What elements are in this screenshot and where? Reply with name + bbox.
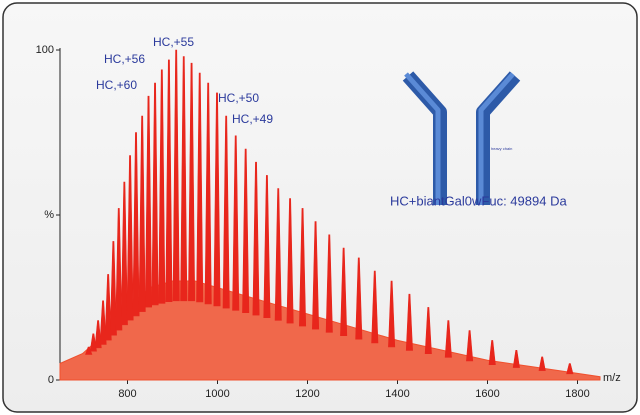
annotation: HC+biantGal0wFuc: 49894 Da xyxy=(390,193,567,208)
peak xyxy=(138,115,146,312)
peak xyxy=(165,59,173,302)
peak xyxy=(405,293,413,351)
peak xyxy=(120,181,128,326)
y-tick-label: % xyxy=(44,209,54,221)
plot-area: 0% 100 800 1000 1200 1400 1600 1800 xyxy=(36,44,601,400)
annotation: HC,+60 xyxy=(96,78,137,92)
peak xyxy=(158,69,166,304)
peak xyxy=(196,72,204,303)
peak xyxy=(355,257,363,340)
peak xyxy=(242,148,250,313)
peak xyxy=(538,356,546,371)
peak xyxy=(99,300,107,345)
y-tick-label: 100 xyxy=(36,44,54,56)
peak xyxy=(488,340,496,366)
x-tick-label: 1400 xyxy=(385,388,409,400)
peak xyxy=(444,320,452,358)
peak xyxy=(213,92,221,307)
annotation: HC,+49 xyxy=(232,112,273,126)
peak xyxy=(371,270,379,344)
antibody-icon xyxy=(402,71,521,205)
peak xyxy=(466,330,474,362)
peak xyxy=(566,363,574,375)
peak xyxy=(115,208,123,331)
peak xyxy=(151,82,159,306)
y-tick-label: 0 xyxy=(48,374,54,386)
annotation: HC,+50 xyxy=(218,91,259,105)
annotation: heavy chain xyxy=(491,146,512,151)
peak xyxy=(340,247,348,336)
x-axis-label: m/z xyxy=(603,372,621,384)
peak xyxy=(104,274,112,341)
x-tick-label: 1000 xyxy=(205,388,229,400)
x-tick-label: 800 xyxy=(118,388,136,400)
peak xyxy=(512,350,520,368)
peak xyxy=(299,208,307,327)
peak xyxy=(172,49,180,302)
peak xyxy=(286,198,294,324)
peak xyxy=(312,221,320,330)
peak xyxy=(325,234,333,333)
peak xyxy=(222,115,230,309)
peak xyxy=(274,188,282,321)
peak xyxy=(85,346,93,355)
peak xyxy=(263,175,271,318)
peak xyxy=(94,320,102,349)
peak xyxy=(126,155,134,321)
peak xyxy=(109,241,117,336)
annotation: HC,+55 xyxy=(153,35,194,49)
x-tick-label: 1800 xyxy=(565,388,589,400)
peak xyxy=(232,135,240,311)
peak xyxy=(180,56,188,302)
peak xyxy=(424,307,432,355)
peak xyxy=(132,132,140,317)
peak xyxy=(252,161,260,316)
x-tick-label: 1200 xyxy=(295,388,319,400)
peak xyxy=(188,62,196,302)
peak xyxy=(145,95,153,308)
annotation: HC,+56 xyxy=(104,52,145,66)
peak xyxy=(204,82,212,305)
x-tick-label: 1600 xyxy=(475,388,499,400)
peak xyxy=(388,280,396,348)
